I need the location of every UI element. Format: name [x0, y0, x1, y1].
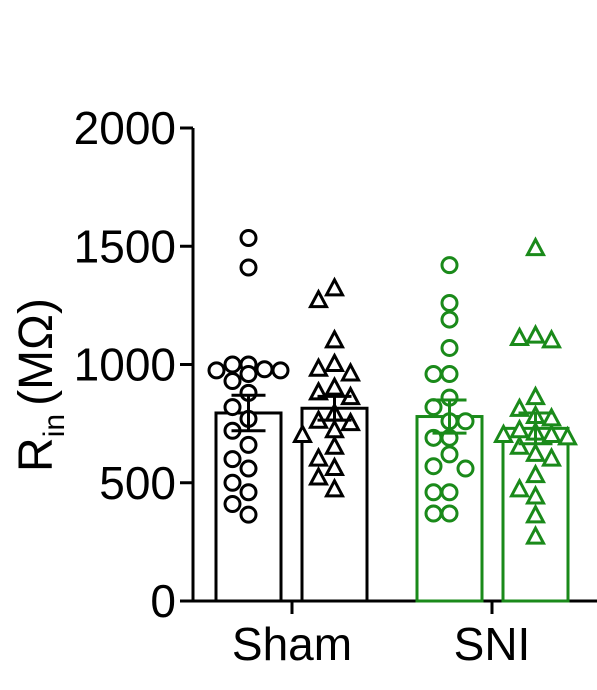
- data-point-triangle: [525, 323, 546, 344]
- data-point-triangle: [541, 446, 562, 467]
- data-point-triangle: [308, 288, 329, 309]
- y-tick-label: 1000: [74, 339, 176, 391]
- data-point-circle: [456, 459, 475, 478]
- data-point-circle: [223, 495, 242, 514]
- data-point-triangle: [525, 463, 546, 484]
- data-point-triangle: [493, 423, 514, 443]
- data-point-circle: [440, 256, 459, 275]
- y-tick-label: 500: [99, 457, 176, 509]
- data-point-triangle: [324, 375, 345, 396]
- y-tick-label: 2000: [74, 102, 176, 154]
- y-axis-label-subscript: in: [38, 414, 71, 437]
- data-point-triangle: [525, 385, 546, 406]
- data-point-circle: [239, 258, 258, 277]
- data-point-circle: [440, 338, 459, 357]
- data-point-triangle: [525, 503, 546, 524]
- data-point-circle: [223, 372, 242, 391]
- y-tick-label: 0: [150, 575, 176, 627]
- error-bars: [231, 393, 553, 446]
- data-point-circle: [424, 364, 443, 383]
- data-point-triangle: [509, 326, 530, 346]
- data-point-triangle: [541, 328, 562, 349]
- data-point-circle: [239, 435, 258, 454]
- data-point-triangle: [292, 423, 313, 443]
- data-point-circle: [424, 504, 443, 523]
- data-point-triangle: [340, 411, 361, 432]
- data-point-triangle: [541, 423, 562, 443]
- y-axis-label-main: R: [10, 437, 63, 472]
- data-point-triangle: [525, 524, 546, 545]
- data-point-circle: [440, 294, 459, 313]
- data-point-circle: [207, 361, 226, 380]
- data-point-triangle: [324, 352, 345, 372]
- data-point-circle: [440, 364, 459, 383]
- data-point-triangle: [525, 236, 546, 257]
- labels: Rin (MΩ): [10, 298, 71, 472]
- data-point-circle: [239, 459, 258, 478]
- data-point-circle: [440, 445, 459, 464]
- data-point-triangle: [557, 425, 578, 446]
- data-point-triangle: [324, 456, 345, 477]
- data-point-circle: [424, 398, 443, 417]
- data-point-triangle: [509, 435, 530, 455]
- x-tick-label: Sham: [232, 618, 352, 670]
- data-point-circle: [239, 228, 258, 247]
- data-point-triangle: [509, 477, 530, 498]
- y-axis: 0 500 1000 1500 2000: [74, 102, 195, 627]
- y-tick-label: 1500: [74, 220, 176, 272]
- data-point-circle: [223, 473, 242, 492]
- data-point-triangle: [308, 357, 329, 377]
- data-point-circle: [440, 310, 459, 329]
- data-point-circle: [255, 360, 274, 379]
- y-axis-label: Rin (MΩ): [10, 298, 71, 472]
- data-point-circle: [239, 483, 258, 502]
- x-axis: Sham SNI: [193, 599, 597, 670]
- data-point-circle: [223, 355, 242, 374]
- data-point-circle: [239, 505, 258, 524]
- y-axis-label-unit: (MΩ): [10, 298, 63, 406]
- data-point-circle: [440, 504, 459, 523]
- data-point-circle: [223, 398, 242, 417]
- data-point-triangle: [324, 477, 345, 498]
- data-point-circle: [239, 364, 258, 383]
- data-point-circle: [456, 412, 475, 431]
- data-point-circle: [424, 483, 443, 502]
- data-point-triangle: [308, 446, 329, 467]
- data-point-triangle: [324, 328, 345, 349]
- data-point-triangle: [525, 442, 546, 462]
- data-point-triangle: [525, 484, 546, 505]
- data-point-triangle: [308, 465, 329, 486]
- data-point-triangle: [324, 276, 345, 297]
- x-tick-label: SNI: [454, 618, 531, 670]
- data-point-circle: [223, 450, 242, 469]
- data-point-triangle: [324, 435, 345, 455]
- data-point-circle: [424, 457, 443, 476]
- data-point-triangle: [340, 361, 361, 382]
- data-point-circle: [440, 483, 459, 502]
- data-point-circle: [271, 361, 290, 380]
